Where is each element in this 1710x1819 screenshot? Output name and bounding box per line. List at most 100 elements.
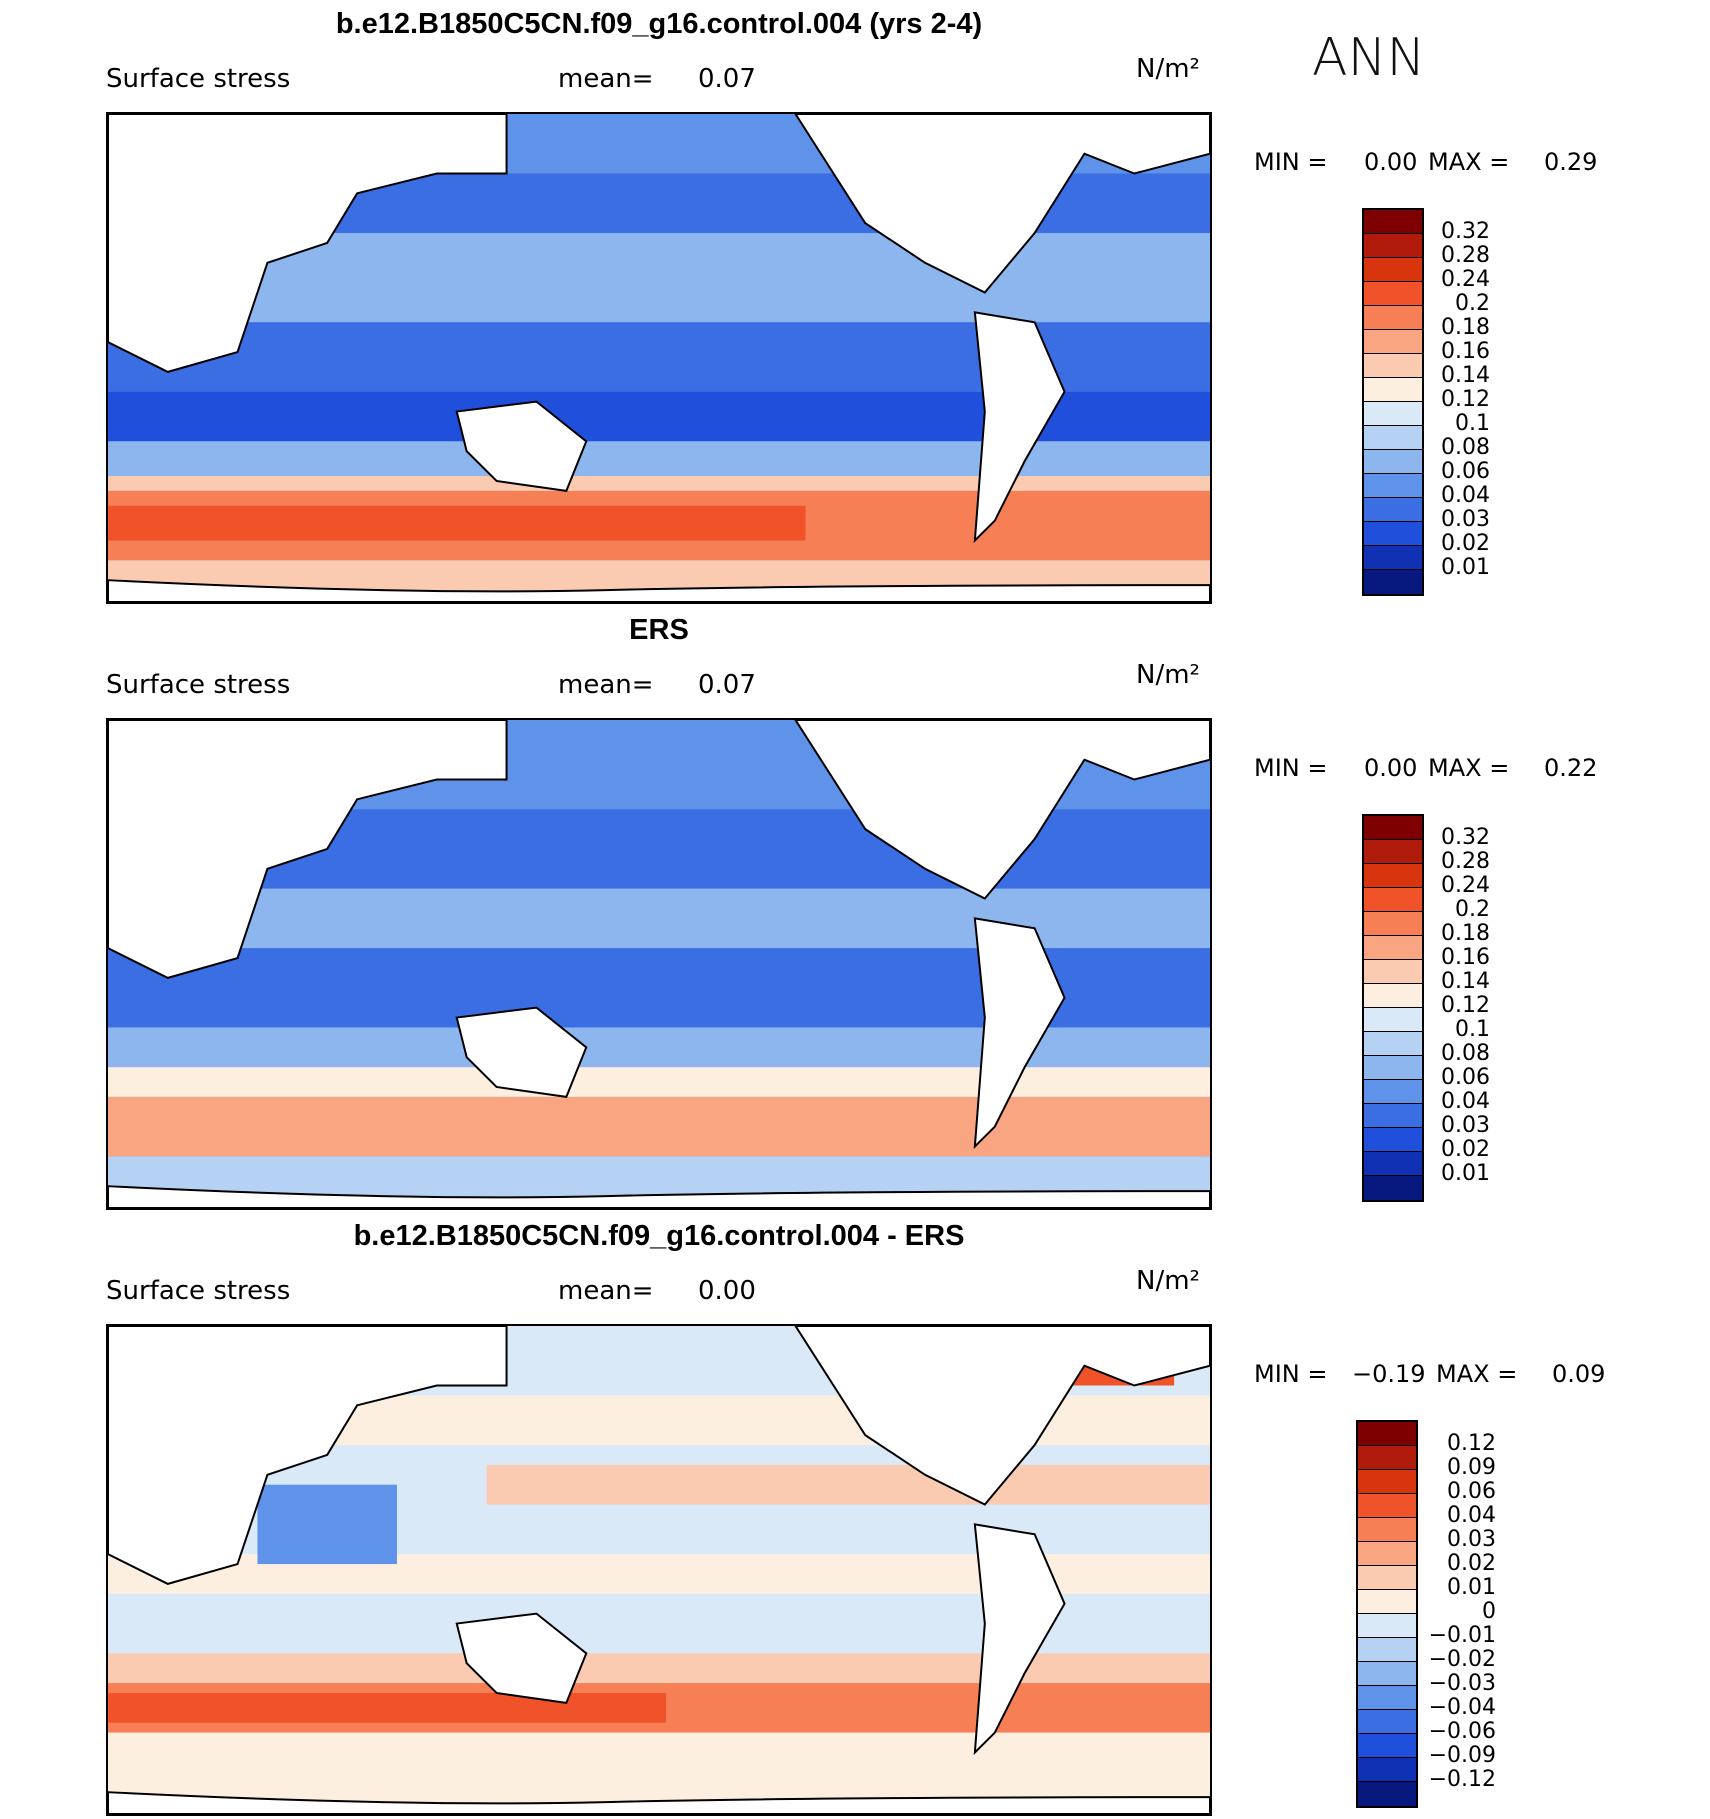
colorbar-tick-label: 0.28 (1441, 849, 1490, 874)
colorbar-segment (1364, 378, 1422, 402)
panel2-min-label: MIN = (1254, 754, 1328, 782)
panel3-map (106, 1324, 1212, 1816)
colorbar-segment (1364, 546, 1422, 570)
colorbar-segment (1358, 1470, 1416, 1494)
colorbar-tick-label: 0.02 (1441, 1137, 1490, 1162)
panel1-variable: Surface stress (106, 64, 291, 94)
colorbar-segment (1364, 936, 1422, 960)
colorbar-segment (1358, 1662, 1416, 1686)
colorbar-tick-label: 0.08 (1441, 1041, 1490, 1066)
colorbar-tick-label: −0.02 (1428, 1647, 1496, 1672)
colorbar-segment (1364, 234, 1422, 258)
colorbar-tick-label: 0.09 (1447, 1455, 1496, 1480)
colorbar-segment (1358, 1590, 1416, 1614)
colorbar-segment (1364, 1080, 1422, 1104)
panel1-max-value: 0.29 (1544, 148, 1598, 176)
colorbar-segment (1364, 1128, 1422, 1152)
colorbar-tick-label: 0.24 (1441, 267, 1490, 292)
colorbar-segment (1364, 1032, 1422, 1056)
panel2-units: N/m² (1136, 660, 1200, 690)
colorbar-segment (1358, 1758, 1416, 1782)
colorbar-tick-label: 0.18 (1441, 315, 1490, 340)
panel2-max-value: 0.22 (1544, 754, 1598, 782)
colorbar-tick-label: −0.01 (1428, 1623, 1496, 1648)
colorbar-tick-label: −0.06 (1428, 1719, 1496, 1744)
colorbar-tick-label: 0.2 (1455, 291, 1490, 316)
colorbar-tick-label: 0.16 (1441, 339, 1490, 364)
colorbar-segment (1364, 210, 1422, 234)
colorbar-segment (1358, 1710, 1416, 1734)
colorbar-tick-label: 0.24 (1441, 873, 1490, 898)
panel3-max-value: 0.09 (1552, 1360, 1606, 1388)
colorbar-tick-label: 0.08 (1441, 435, 1490, 460)
colorbar-segment (1358, 1422, 1416, 1446)
colorbar-segment (1358, 1614, 1416, 1638)
panel1-units: N/m² (1136, 54, 1200, 84)
panel3-max-label: MAX = (1436, 1360, 1518, 1388)
colorbar-tick-label: 0.01 (1441, 1161, 1490, 1186)
panel2-variable: Surface stress (106, 670, 291, 700)
panel2-min-value: 0.00 (1364, 754, 1418, 782)
colorbar-tick-label: 0 (1482, 1599, 1496, 1624)
panel3-min-value: −0.19 (1352, 1360, 1426, 1388)
panel2-colorbar (1362, 814, 1424, 1202)
colorbar-tick-label: 0.28 (1441, 243, 1490, 268)
panel2-mean-label: mean= (558, 670, 654, 700)
colorbar-tick-label: 0.01 (1441, 555, 1490, 580)
panel2-map-graphic (108, 720, 1210, 1208)
colorbar-tick-label: 0.01 (1447, 1575, 1496, 1600)
colorbar-segment (1364, 330, 1422, 354)
colorbar-segment (1364, 1152, 1422, 1176)
colorbar-segment (1358, 1782, 1416, 1806)
colorbar-tick-label: 0.04 (1447, 1503, 1496, 1528)
panel1-map (106, 112, 1212, 604)
colorbar-segment (1358, 1566, 1416, 1590)
panel1-min-value: 0.00 (1364, 148, 1418, 176)
panel2-colorbar-ticks: 0.32 0.28 0.24 0.2 0.18 0.16 0.14 0.12 0.1 0.08 0.… (1424, 814, 1490, 1202)
colorbar-segment (1364, 402, 1422, 426)
panel3-units: N/m² (1136, 1266, 1200, 1296)
colorbar-segment (1364, 354, 1422, 378)
colorbar-tick-label: 0.18 (1441, 921, 1490, 946)
colorbar-tick-label: 0.03 (1447, 1527, 1496, 1552)
colorbar-tick-label: 0.02 (1447, 1551, 1496, 1576)
colorbar-segment (1364, 864, 1422, 888)
colorbar-segment (1364, 888, 1422, 912)
colorbar-tick-label: 0.06 (1441, 459, 1490, 484)
panel1-colorbar (1362, 208, 1424, 596)
colorbar-segment (1358, 1638, 1416, 1662)
panel2-mean-value: 0.07 (698, 670, 756, 700)
panel2-title: ERS (629, 614, 689, 646)
colorbar-segment (1358, 1518, 1416, 1542)
colorbar-segment (1358, 1494, 1416, 1518)
panel3-map-graphic (108, 1326, 1210, 1814)
colorbar-tick-label: 0.14 (1441, 363, 1490, 388)
panel3-min-label: MIN = (1254, 1360, 1328, 1388)
colorbar-segment (1358, 1542, 1416, 1566)
colorbar-segment (1364, 282, 1422, 306)
panel2-map (106, 718, 1212, 1210)
colorbar-tick-label: 0.06 (1441, 1065, 1490, 1090)
colorbar-segment (1364, 498, 1422, 522)
colorbar-segment (1364, 984, 1422, 1008)
colorbar-segment (1364, 840, 1422, 864)
colorbar-tick-label: 0.16 (1441, 945, 1490, 970)
colorbar-segment (1364, 1056, 1422, 1080)
colorbar-tick-label: −0.09 (1428, 1743, 1496, 1768)
panel1-colorbar-ticks: 0.32 0.28 0.24 0.2 0.18 0.16 0.14 0.12 0.1 0.08 0.… (1424, 208, 1490, 596)
panel3-mean-value: 0.00 (698, 1276, 756, 1306)
colorbar-segment (1364, 1176, 1422, 1200)
colorbar-segment (1364, 426, 1422, 450)
panel1-mean-value: 0.07 (698, 64, 756, 94)
panel3-title: b.e12.B1850C5CN.f09_g16.control.004 - ER… (353, 1220, 965, 1252)
panel1-max-label: MAX = (1428, 148, 1510, 176)
colorbar-tick-label: 0.03 (1441, 507, 1490, 532)
panel2-max-label: MAX = (1428, 754, 1510, 782)
panel3-variable: Surface stress (106, 1276, 291, 1306)
colorbar-tick-label: 0.32 (1441, 219, 1490, 244)
panel1-min-label: MIN = (1254, 148, 1328, 176)
colorbar-segment (1358, 1686, 1416, 1710)
colorbar-tick-label: 0.04 (1441, 483, 1490, 508)
colorbar-tick-label: 0.14 (1441, 969, 1490, 994)
colorbar-tick-label: 0.1 (1455, 1017, 1490, 1042)
